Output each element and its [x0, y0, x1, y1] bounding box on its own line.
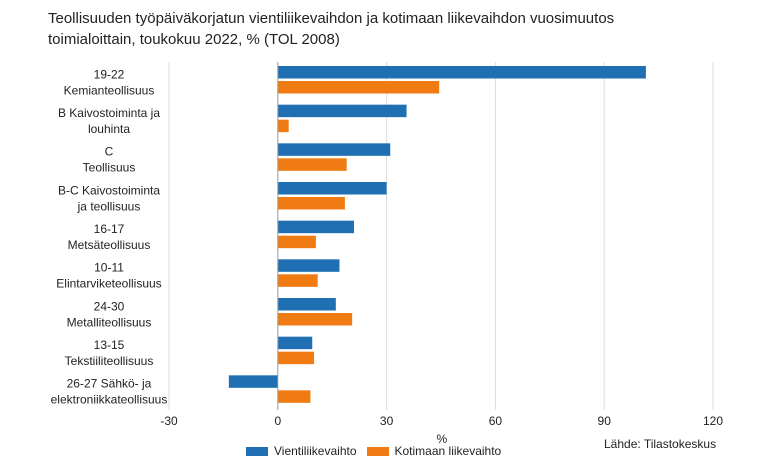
category-label: C Teollisuus [83, 145, 136, 175]
category-label-line: 24-30 [94, 299, 125, 313]
legend-item-vientiliikevaihto: Vientiliikevaihto [246, 444, 357, 458]
legend-swatch-vientiliikevaihto [246, 446, 268, 456]
bar [277, 313, 353, 326]
bar [277, 104, 407, 118]
category-label: B Kaivostoiminta ja louhinta [58, 106, 160, 136]
chart-title-line-1: Teollisuuden työpäiväkorjatun vientiliik… [48, 10, 615, 27]
category-labels: 19-22 Kemianteollisuus B Kaivostoiminta ja… [51, 67, 168, 406]
category-label-line: B-C Kaivostoiminta [58, 183, 160, 197]
category-label: 10-11 Elintarviketeollisuus [56, 261, 161, 291]
bar [277, 336, 313, 350]
bar [277, 66, 646, 79]
bar [277, 259, 340, 272]
legend-item-kotimaan-liikevaihto: Kotimaan liikevaihto [366, 444, 502, 458]
bar [228, 375, 278, 388]
x-tick-label: -30 [160, 414, 178, 428]
legend-label-kotimaan-liikevaihto: Kotimaan liikevaihto [394, 444, 502, 458]
category-label-line: Elintarviketeollisuus [56, 277, 161, 291]
tick-labels: -30 0 30 60 90 120 [160, 414, 723, 428]
bar [277, 197, 345, 210]
category-label-line: ja teollisuus [77, 199, 141, 213]
bar [277, 158, 347, 171]
gridlines [168, 62, 714, 410]
legend: Vientiliikevaihto Kotimaan liikevaihto [246, 444, 501, 458]
bar [277, 390, 311, 403]
legend-swatch-kotimaan-liikevaihto [366, 446, 389, 456]
bar [277, 220, 354, 234]
category-label: 13-15 Tekstiiliteollisuus [65, 338, 154, 368]
category-label: 24-30 Metalliteollisuus [67, 299, 152, 329]
category-label-line: Metalliteollisuus [67, 315, 152, 329]
category-label-line: Metsäteollisuus [68, 238, 151, 252]
source-note: Lähde: Tilastokeskus [604, 437, 717, 451]
category-label-line: elektroniikkateollisuus [51, 393, 168, 407]
x-tick-label: 120 [703, 414, 723, 428]
bar [277, 143, 391, 156]
category-label-line: Tekstiiliteollisuus [65, 354, 154, 368]
category-label: 26-27 Sähkö- ja elektroniikkateollisuus [51, 377, 168, 407]
legend-label-vientiliikevaihto: Vientiliikevaihto [274, 444, 357, 458]
category-label-line: 13-15 [94, 338, 125, 352]
bar [277, 182, 387, 195]
bar [277, 119, 289, 133]
bar [277, 298, 336, 311]
bars [228, 66, 646, 403]
category-label-line: B Kaivostoiminta ja [58, 106, 160, 120]
chart-title-line-2: toimialoittain, toukokuu 2022, % (TOL 20… [48, 31, 340, 48]
category-label: 16-17 Metsäteollisuus [68, 222, 151, 252]
bar [277, 235, 316, 249]
category-label-line: Kemianteollisuus [64, 83, 155, 97]
bar [277, 351, 315, 365]
chart-title: Teollisuuden työpäiväkorjatun vientiliik… [48, 8, 738, 50]
category-label-line: 19-22 [94, 67, 125, 81]
category-label-line: 16-17 [94, 222, 125, 236]
category-label: B-C Kaivostoiminta ja teollisuus [58, 183, 160, 213]
category-label-line: Teollisuus [83, 161, 136, 175]
category-label-line: louhinta [88, 122, 130, 136]
x-tick-label: 0 [274, 414, 281, 428]
category-label-line: 10-11 [94, 261, 124, 275]
x-axis-title: % [436, 432, 447, 446]
x-tick-label: 30 [380, 414, 394, 428]
bar [277, 81, 440, 94]
x-tick-label: 60 [489, 414, 503, 428]
category-label-line: C [105, 145, 114, 159]
x-tick-label: 90 [598, 414, 612, 428]
bar [277, 274, 318, 287]
category-label: 19-22 Kemianteollisuus [64, 67, 155, 97]
category-label-line: 26-27 Sähkö- ja [67, 377, 152, 391]
